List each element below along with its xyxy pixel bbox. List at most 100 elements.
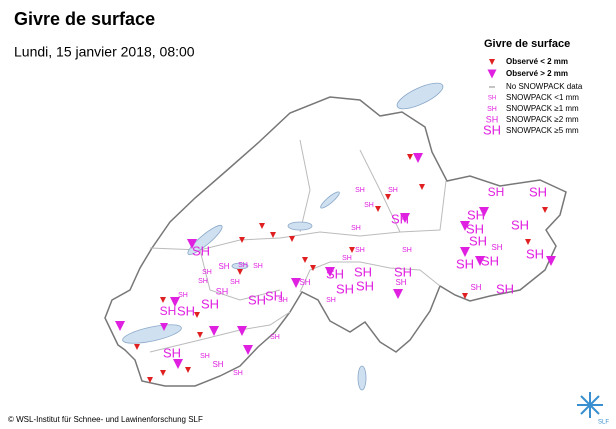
credit: © WSL-Institut für Schnee- und Lawinenfo… — [8, 415, 203, 424]
logo — [577, 392, 603, 418]
snowpack-label: SH — [270, 334, 280, 341]
triangle-marker — [419, 184, 425, 190]
subtitle: Lundi, 15 janvier 2018, 08:00 — [14, 44, 195, 60]
triangle-marker — [385, 194, 391, 200]
snowpack-label: SH — [218, 262, 229, 271]
legend-symbol: SH — [486, 114, 499, 124]
triangle-marker — [310, 265, 316, 271]
triangle-marker — [209, 326, 219, 336]
legend-label: SNOWPACK <1 mm — [506, 93, 579, 102]
triangle-marker — [400, 213, 410, 223]
title: Givre de surface — [14, 9, 155, 29]
snowpack-label: SH — [163, 345, 181, 360]
triangle-marker — [302, 257, 308, 263]
triangle-marker — [185, 367, 191, 373]
snowpack-label: SH — [388, 187, 398, 194]
triangle-marker — [259, 223, 265, 229]
snowpack-label: SH — [278, 297, 288, 304]
triangle-marker — [407, 154, 413, 160]
snowpack-label: SH — [469, 233, 487, 248]
snowpack-label: SH — [395, 278, 406, 287]
triangle-marker — [475, 256, 485, 266]
legend-symbol: SH — [483, 122, 501, 137]
snowpack-label: SH — [336, 281, 354, 296]
snowpack-label: SH — [488, 185, 505, 199]
snowpack-label: SH — [467, 207, 485, 222]
legend-label: Observé < 2 mm — [506, 57, 568, 66]
triangle-marker — [479, 207, 489, 217]
snowpack-label: SH — [326, 297, 336, 304]
triangle-marker — [393, 289, 403, 299]
snowpack-label: SH — [470, 283, 481, 292]
triangle-marker — [289, 236, 295, 242]
triangle-marker — [349, 247, 355, 253]
triangle-marker — [115, 321, 125, 331]
triangle-marker — [525, 239, 531, 245]
legend-title: Givre de surface — [484, 38, 570, 50]
snowpack-label: SH — [351, 225, 361, 232]
snowpack-label: SH — [529, 184, 547, 199]
triangle-marker — [462, 293, 468, 299]
triangle-marker — [160, 323, 168, 331]
snowpack-label: SH — [177, 303, 195, 318]
legend-label: SNOWPACK ≥2 mm — [506, 115, 579, 124]
country-outline — [104, 96, 567, 387]
snowpack-label: SH — [342, 255, 352, 262]
snowpack-label: SH — [233, 370, 243, 377]
triangle-marker — [237, 269, 243, 275]
lakes — [122, 82, 444, 391]
snowpack-label: SH — [178, 292, 188, 299]
snowpack-label: SH — [230, 279, 240, 286]
snowpack-label: SH — [253, 263, 263, 270]
snowpack-label: SH — [496, 281, 514, 296]
triangle-marker — [160, 297, 166, 303]
triangle-marker — [546, 256, 556, 266]
legend-label: Observé > 2 mm — [506, 69, 568, 78]
triangle-marker — [325, 267, 335, 277]
snowpack-label: SH — [192, 243, 210, 258]
snowpack-label: SH — [265, 288, 283, 303]
snowpack-label: SH — [216, 286, 229, 296]
triangle-marker — [460, 221, 470, 231]
legend-label: SNOWPACK ≥5 mm — [506, 126, 579, 135]
triangle-marker — [147, 377, 153, 383]
triangle-marker — [460, 247, 470, 257]
triangle-marker — [487, 69, 497, 79]
snowpack-label: SH — [201, 296, 219, 311]
snowpack-label: SH — [354, 264, 372, 279]
triangle-marker — [187, 239, 197, 249]
snowpack-label: SH — [394, 264, 412, 279]
snowpack-label: SH — [212, 360, 223, 369]
snowpack-label: SH — [491, 243, 502, 252]
triangle-marker — [375, 206, 381, 212]
triangle-marker — [239, 237, 245, 243]
logo-text: SLF — [598, 420, 609, 426]
snowpack-label: SH — [355, 247, 365, 254]
triangle-marker — [134, 344, 140, 350]
triangle-marker — [160, 370, 166, 376]
triangle-marker — [194, 312, 200, 318]
triangle-marker — [243, 345, 253, 355]
snowpack-label: SH — [299, 278, 310, 287]
snowpack-label: SH — [238, 262, 248, 269]
triangle-marker — [197, 332, 203, 338]
legend: Givre de surface Observé < 2 mm Observé >… — [483, 38, 583, 138]
triangle-marker — [413, 153, 423, 163]
triangle-marker — [270, 232, 276, 238]
snowpack-label: SH — [248, 292, 266, 307]
snowpack-label: SH — [198, 278, 208, 285]
snowpack-label: SH — [456, 256, 474, 271]
snowpack-label: SH — [356, 278, 374, 293]
snowpack-label: SH — [202, 269, 212, 276]
triangle-marker — [173, 359, 183, 369]
snowpack-label: SH — [511, 217, 529, 232]
snowpack-label: SH — [160, 304, 177, 318]
triangle-marker — [489, 59, 495, 65]
triangle-marker — [170, 297, 180, 307]
triangle-marker — [237, 326, 247, 336]
snowpack-label: SH — [466, 221, 484, 236]
snowpack-label: SH — [526, 246, 544, 261]
